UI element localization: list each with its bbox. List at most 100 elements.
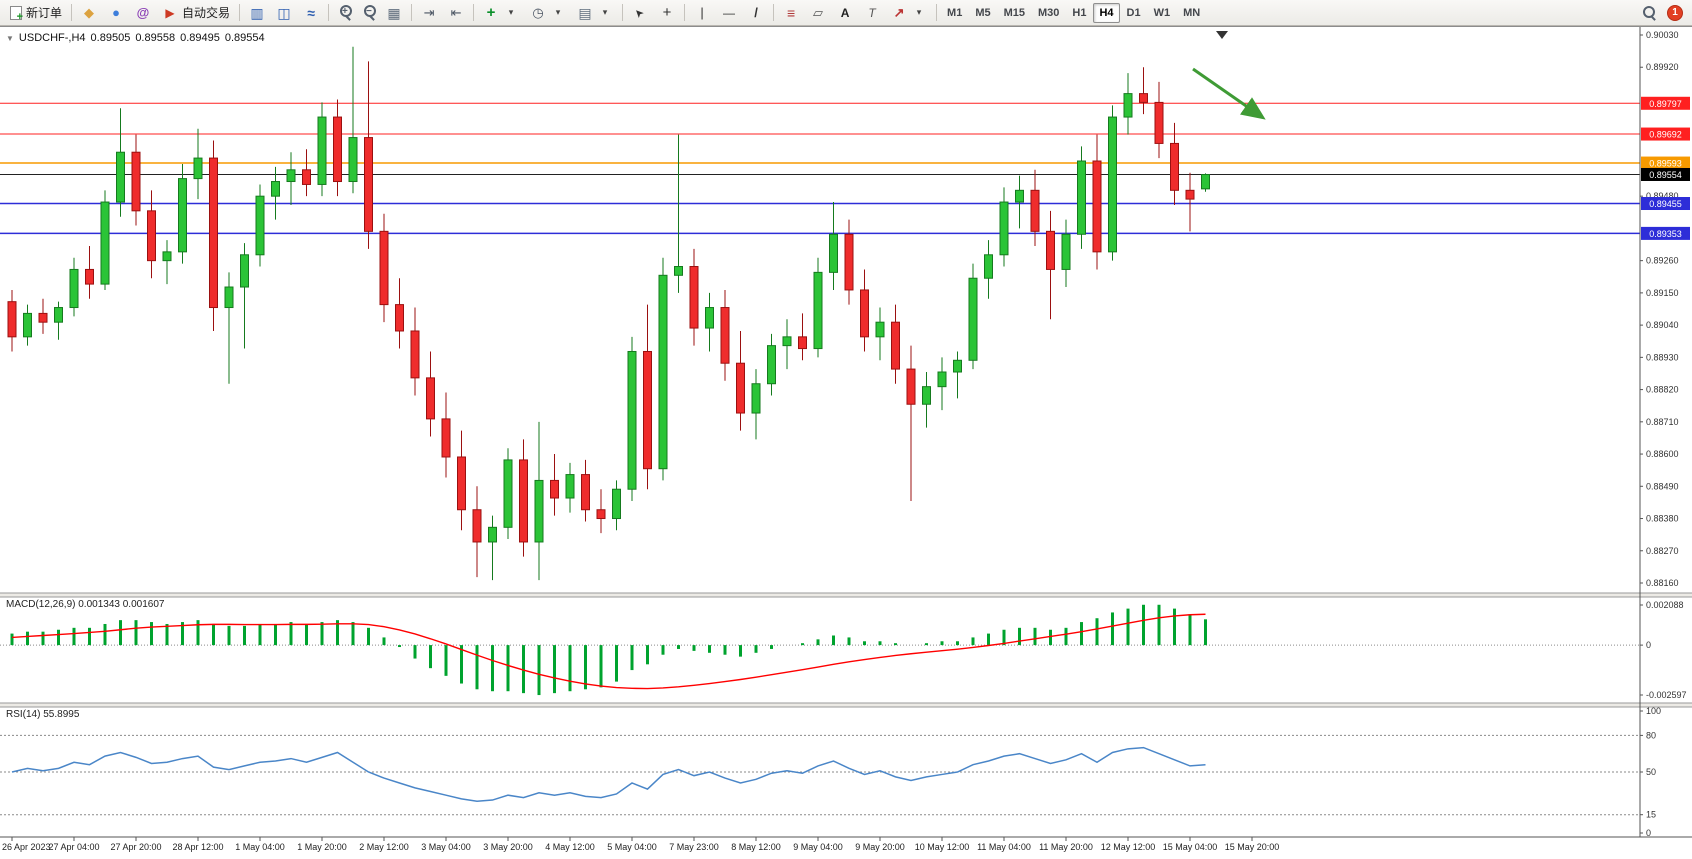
svg-text:2 May 12:00: 2 May 12:00 bbox=[359, 842, 409, 852]
community-icon bbox=[108, 5, 124, 21]
new-order-icon bbox=[10, 5, 23, 23]
toolbar: 新订单 自动交易 bbox=[0, 0, 1692, 26]
svg-text:0.88160: 0.88160 bbox=[1646, 578, 1679, 588]
autotrading-button[interactable]: 自动交易 bbox=[157, 2, 235, 24]
price-scale[interactable]: 0.90030 0.89920 0.89480 0.89260 0.89150 0.890… bbox=[1639, 27, 1690, 838]
svg-text:0: 0 bbox=[1646, 828, 1651, 838]
svg-text:0.89797: 0.89797 bbox=[1649, 99, 1682, 109]
separator bbox=[71, 4, 73, 21]
shapes-button[interactable] bbox=[805, 2, 831, 24]
metaquotes-id-button[interactable] bbox=[130, 2, 156, 24]
svg-text:0.88380: 0.88380 bbox=[1646, 514, 1679, 524]
svg-text:5 May 04:00: 5 May 04:00 bbox=[607, 842, 657, 852]
timeframe-h1[interactable]: H1 bbox=[1072, 6, 1087, 19]
timeframe-h4[interactable]: H4 bbox=[1093, 2, 1120, 23]
notification-badge[interactable]: 1 bbox=[1667, 4, 1683, 21]
text-button[interactable] bbox=[832, 2, 858, 24]
svg-text:50: 50 bbox=[1646, 767, 1656, 777]
chart-shift-marker[interactable] bbox=[1216, 31, 1228, 39]
svg-text:3 May 20:00: 3 May 20:00 bbox=[483, 842, 533, 852]
new-order-label: 新订单 bbox=[26, 6, 63, 20]
svg-text:1 May 20:00: 1 May 20:00 bbox=[297, 842, 347, 852]
trendline-icon bbox=[748, 5, 764, 21]
svg-text:-0.002597: -0.002597 bbox=[1646, 690, 1687, 700]
periods-button[interactable] bbox=[525, 2, 571, 24]
svg-text:0.90030: 0.90030 bbox=[1646, 30, 1679, 40]
ohlc-open: 0.89505 bbox=[90, 32, 131, 44]
svg-text:0.89692: 0.89692 bbox=[1649, 130, 1682, 140]
svg-text:12 May 12:00: 12 May 12:00 bbox=[1101, 842, 1156, 852]
chart-title: USDCHF-,H4 0.89505 0.89558 0.89495 0.895… bbox=[6, 32, 265, 44]
metaquotes-id-icon bbox=[135, 5, 151, 21]
svg-text:28 Apr 12:00: 28 Apr 12:00 bbox=[172, 842, 223, 852]
tile-windows-icon bbox=[386, 5, 402, 21]
horizontal-line-icon bbox=[721, 5, 737, 21]
timeframe-m30[interactable]: M30 bbox=[1038, 6, 1060, 19]
timeframe-m1[interactable]: M1 bbox=[947, 6, 963, 19]
svg-text:0.88490: 0.88490 bbox=[1646, 481, 1679, 491]
timeframe-w1[interactable]: W1 bbox=[1153, 6, 1171, 19]
vertical-line-button[interactable] bbox=[689, 2, 715, 24]
crosshair-button[interactable] bbox=[654, 2, 680, 24]
indicators-icon bbox=[483, 5, 499, 21]
text-icon bbox=[837, 5, 853, 21]
candlestick-chart-button[interactable] bbox=[271, 2, 297, 24]
templates-icon bbox=[577, 5, 593, 21]
trendline-button[interactable] bbox=[743, 2, 769, 24]
crosshair-icon bbox=[659, 5, 675, 21]
horizontal-line-button[interactable] bbox=[716, 2, 742, 24]
timeframe-mn[interactable]: MN bbox=[1183, 6, 1201, 19]
bar-chart-button[interactable] bbox=[244, 2, 270, 24]
svg-text:0.89150: 0.89150 bbox=[1646, 288, 1679, 298]
separator bbox=[473, 4, 475, 21]
svg-text:0.89593: 0.89593 bbox=[1649, 159, 1682, 169]
indicators-button[interactable] bbox=[478, 2, 524, 24]
svg-text:10 May 12:00: 10 May 12:00 bbox=[915, 842, 970, 852]
autotrading-icon bbox=[162, 5, 178, 21]
svg-text:80: 80 bbox=[1646, 730, 1656, 740]
new-order-button[interactable]: 新订单 bbox=[5, 2, 67, 24]
timeframe-d1[interactable]: D1 bbox=[1126, 6, 1141, 19]
templates-button[interactable] bbox=[572, 2, 618, 24]
svg-text:0.88710: 0.88710 bbox=[1646, 417, 1679, 427]
auto-scroll-icon bbox=[421, 5, 437, 21]
zoom-out-button[interactable] bbox=[357, 2, 380, 24]
cursor-button[interactable] bbox=[627, 2, 653, 24]
svg-text:11 May 20:00: 11 May 20:00 bbox=[1039, 842, 1093, 852]
line-chart-button[interactable] bbox=[298, 2, 324, 24]
svg-text:0.89920: 0.89920 bbox=[1646, 62, 1679, 72]
svg-text:27 Apr 04:00: 27 Apr 04:00 bbox=[48, 842, 99, 852]
svg-text:0.88820: 0.88820 bbox=[1646, 385, 1679, 395]
candlestick-chart-icon bbox=[276, 5, 292, 21]
arrow-icon bbox=[891, 5, 907, 21]
separator bbox=[411, 4, 413, 21]
chevron-down-icon bbox=[503, 5, 519, 21]
ohlc-close: 0.89554 bbox=[224, 32, 265, 44]
svg-text:0.89480: 0.89480 bbox=[1646, 191, 1679, 201]
arrows-button[interactable] bbox=[886, 2, 932, 24]
zoom-out-icon bbox=[362, 5, 377, 19]
zoom-in-button[interactable] bbox=[333, 2, 356, 24]
search-icon bbox=[1643, 6, 1656, 19]
chart-canvas[interactable]: 0.90030 0.89920 0.89480 0.89260 0.89150 0.890… bbox=[0, 27, 1692, 859]
deposit-button[interactable] bbox=[76, 2, 102, 24]
timeframe-m5[interactable]: M5 bbox=[975, 6, 991, 19]
svg-text:9 May 04:00: 9 May 04:00 bbox=[793, 842, 843, 852]
autotrading-label: 自动交易 bbox=[182, 6, 231, 20]
chart-shift-icon bbox=[448, 5, 464, 21]
svg-text:0.89554: 0.89554 bbox=[1649, 170, 1682, 180]
community-button[interactable] bbox=[103, 2, 129, 24]
chart-shift-button[interactable] bbox=[443, 2, 469, 24]
fibonacci-button[interactable] bbox=[778, 2, 804, 24]
line-chart-icon bbox=[303, 5, 319, 21]
text-label-button[interactable] bbox=[859, 2, 885, 24]
trend-arrow-annotation[interactable] bbox=[1192, 67, 1266, 120]
svg-text:3 May 04:00: 3 May 04:00 bbox=[421, 842, 471, 852]
auto-scroll-button[interactable] bbox=[416, 2, 442, 24]
chart-window: USDCHF-,H4 0.89505 0.89558 0.89495 0.895… bbox=[0, 26, 1692, 859]
search-button[interactable] bbox=[1638, 2, 1661, 24]
tile-windows-button[interactable] bbox=[381, 2, 407, 24]
timeframe-m15[interactable]: M15 bbox=[1003, 6, 1025, 19]
chart-mini-icon bbox=[6, 32, 14, 44]
